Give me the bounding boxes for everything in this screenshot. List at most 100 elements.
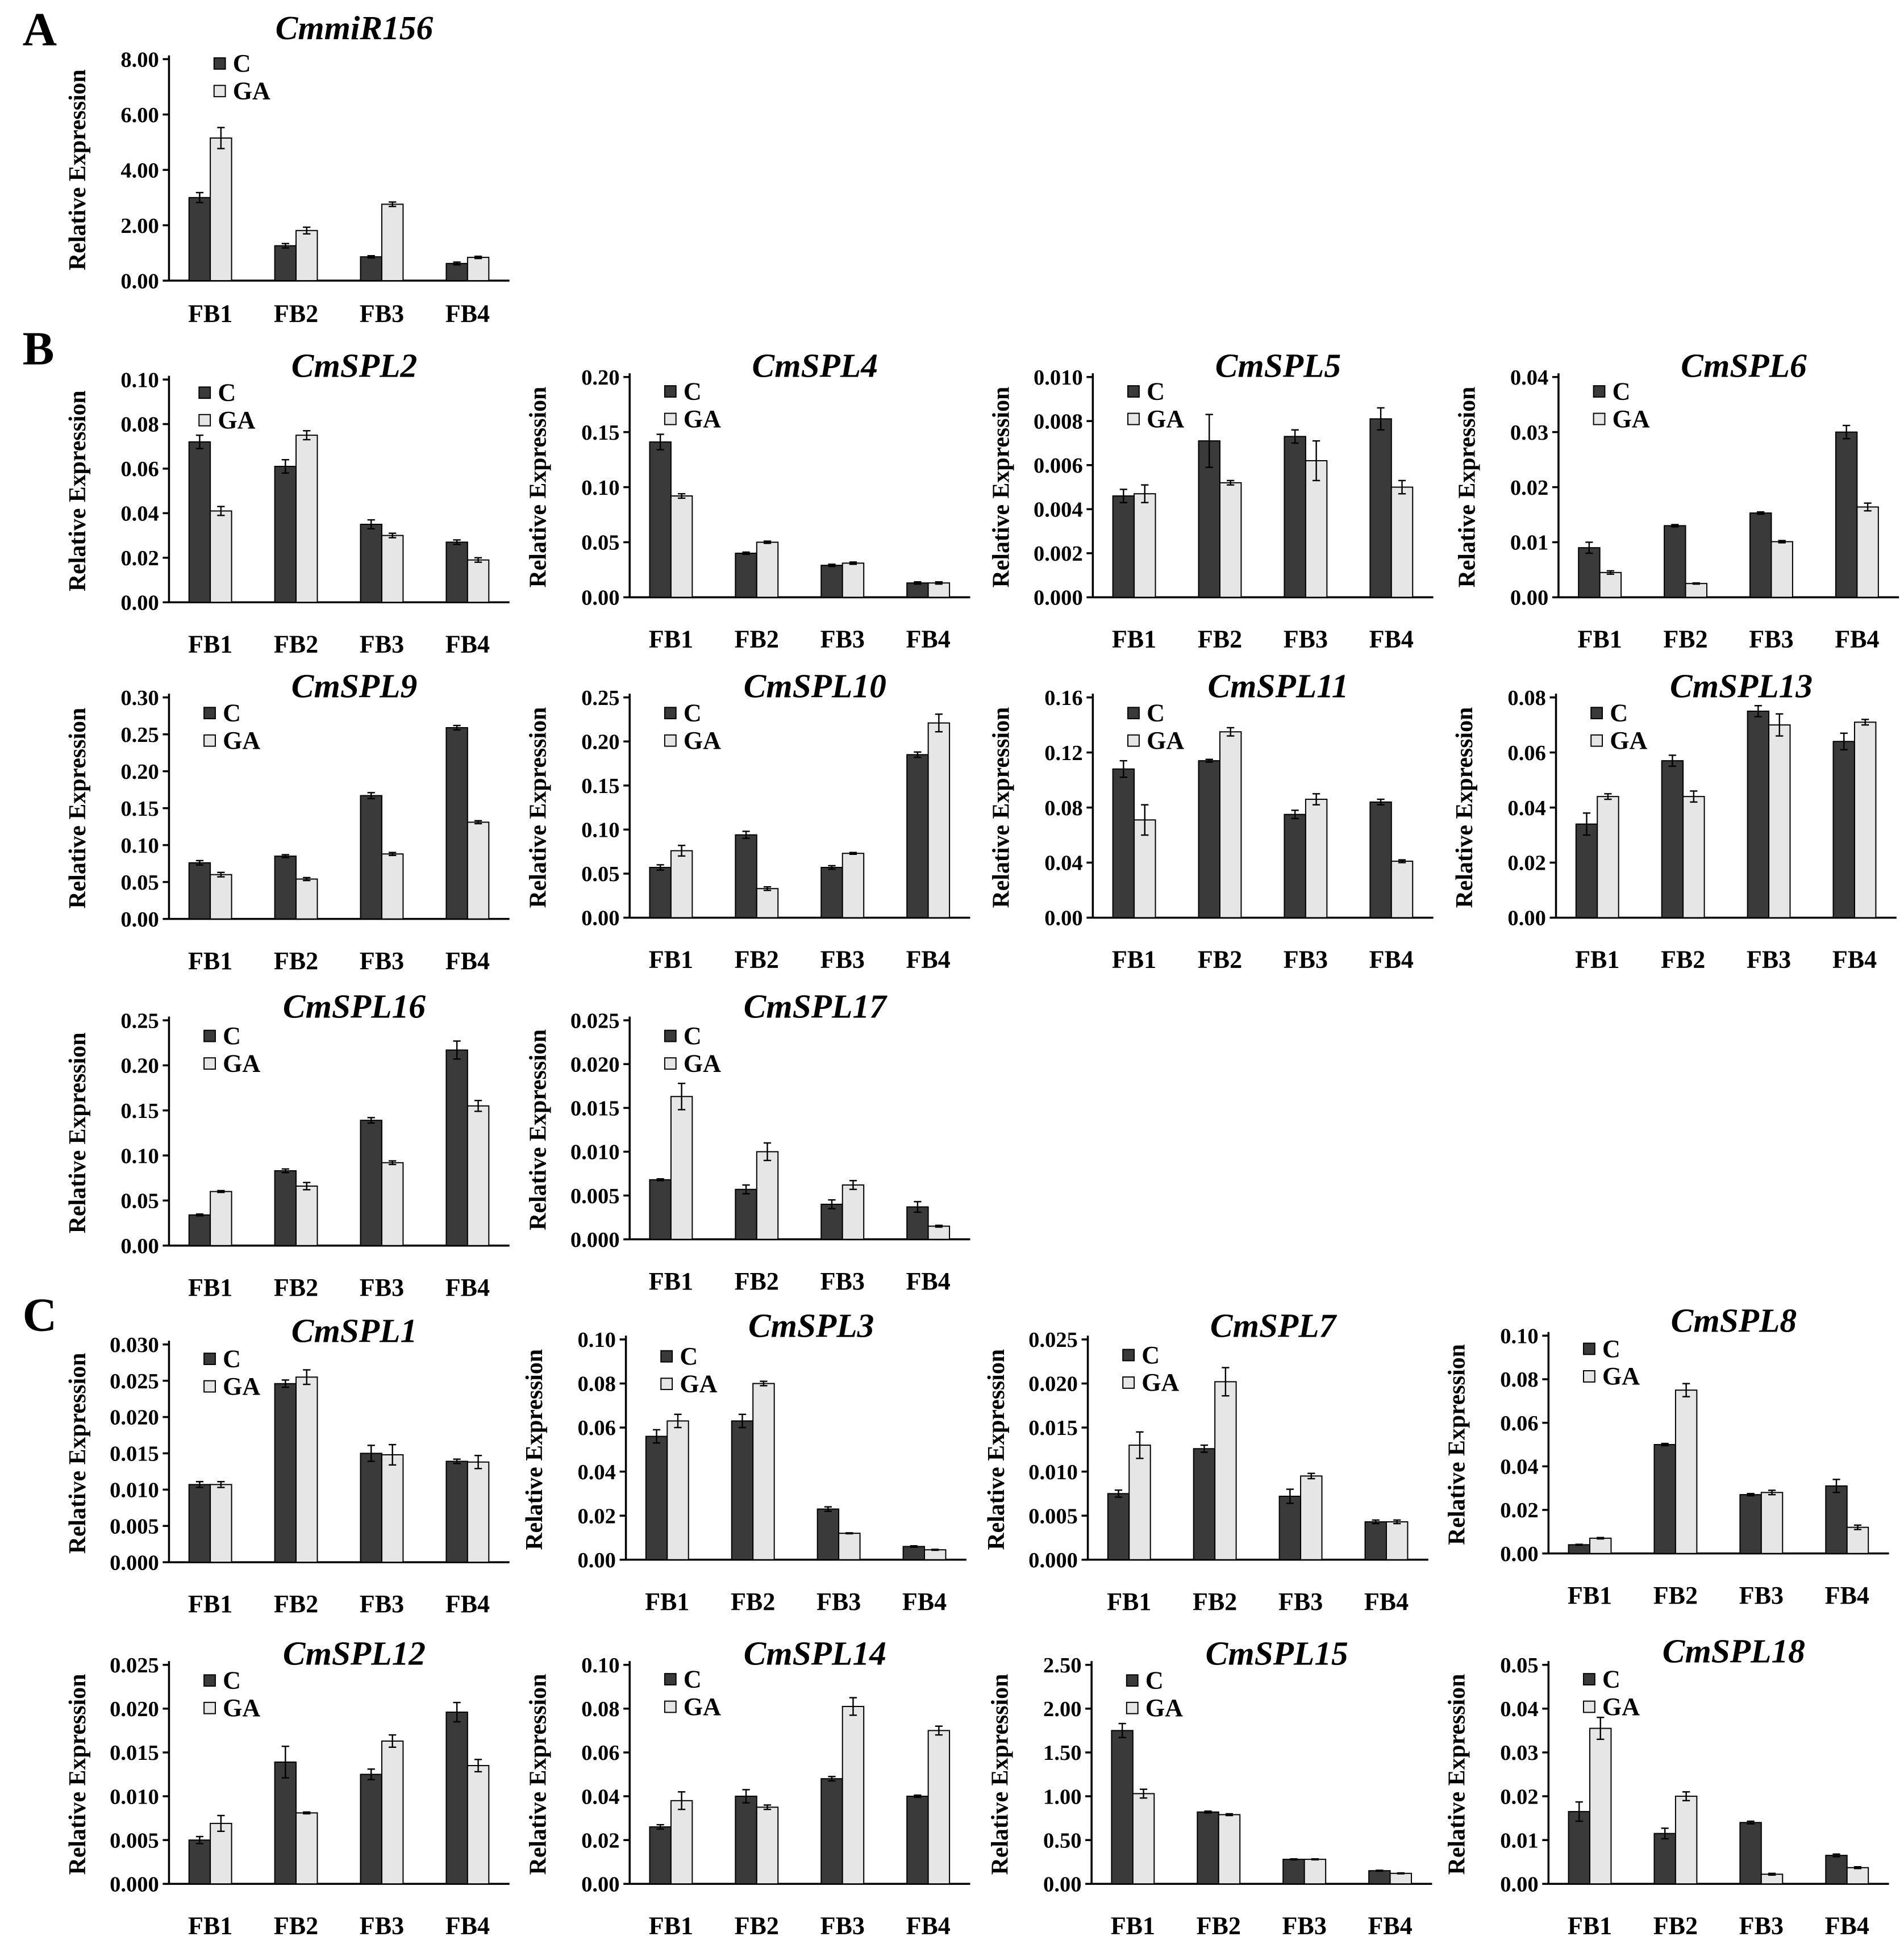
bar-c-fb1 [188,1484,211,1563]
y-tick-label: 0.06 [577,1416,615,1440]
x-category-label: FB2 [274,630,318,658]
x-category-label: FB3 [360,947,404,975]
bar-ga-fb1 [670,850,693,919]
bar-c-fb4 [445,1712,468,1885]
bar-c-fb3 [360,524,382,603]
bar-ga-fb3 [381,853,404,920]
error-bar-c-fb4 [1832,1479,1840,1493]
x-category-label: FB1 [1111,1912,1155,1939]
bar-ga-fb3 [1300,1475,1323,1560]
x-category-label: FB2 [1198,625,1242,653]
y-tick-label: 0.10 [1500,1325,1538,1349]
error-bar-ga-fb3 [389,1734,397,1748]
x-category-label: FB1 [649,946,693,974]
y-tick-label: 0.025 [1028,1328,1078,1352]
bar-c-fb2 [274,1761,297,1885]
bar-ga-fb1 [666,1420,689,1560]
legend-swatch-ga [1590,734,1603,747]
x-category-label: FB2 [274,1912,318,1939]
y-tick-label: 0.10 [581,1654,619,1677]
chart-cmspl12: CmSPL12 Relative Expression 0.000 0.005 0.01… [65,1635,510,1939]
bar-c-fb4 [1832,741,1855,919]
error-bar-c-fb3 [1291,809,1299,820]
bar-ga-fb4 [466,1105,490,1246]
y-tick-label: 0.16 [1044,686,1082,710]
chart-cmspl15: CmSPL15 Relative Expression 0.00 0.50 1.00 1.… [988,1635,1432,1939]
y-tick-label: 0.015 [570,1097,620,1121]
y-tick-label: 2.00 [1043,1697,1081,1721]
bar-c-fb1 [645,1435,668,1560]
y-tick-label: 0.25 [120,723,159,747]
error-bar-c-fb2 [281,1168,289,1174]
x-category-label: FB1 [188,1274,232,1301]
x-category-label: FB1 [188,1912,232,1939]
chart-title: CmSPL14 [744,1635,886,1672]
error-bar-ga-fb3 [849,1697,857,1716]
error-bar-ga-fb2 [763,1142,772,1162]
x-category-label: FB3 [1739,1581,1784,1609]
error-bar-ga-fb3 [389,201,397,207]
error-bar-c-fb3 [828,1776,836,1782]
y-tick-label: 0.025 [570,1009,620,1033]
error-bar-ga-fb2 [1227,727,1235,737]
y-tick-label: 0.04 [1500,1697,1538,1721]
legend-label-ga: GA [684,1693,721,1721]
bar-ga-fb2 [295,229,318,282]
bar-ga-fb4 [466,1461,490,1563]
bar-ga-fb3 [1305,799,1328,919]
y-tick-label: 0.02 [581,1829,619,1852]
error-bar-c-fb4 [1843,424,1851,440]
bar-ga-fb2 [1218,1814,1241,1885]
legend-label-ga: GA [218,406,255,434]
y-tick-label: 0.02 [1510,476,1548,500]
legend-label-ga: GA [1610,727,1647,754]
x-category-label: FB1 [1577,625,1622,653]
bar-ga-fb3 [1760,1492,1784,1554]
chart-title: CmSPL16 [283,988,426,1025]
error-bar-c-fb3 [1757,511,1765,515]
legend-swatch-ga [664,734,677,747]
error-bar-c-fb2 [1204,1810,1212,1814]
bar-c-fb1 [649,441,672,598]
legend-label-c: C [684,699,702,727]
bar-c-fb1 [1568,1544,1590,1554]
legend-swatch-ga [664,412,677,425]
bar-c-fb3 [1278,1496,1302,1560]
error-bar-ga-fb3 [1313,793,1320,806]
legend-label-ga: GA [223,1694,260,1722]
bar-ga-fb2 [756,1806,779,1885]
y-tick-label: 0.005 [1028,1504,1078,1528]
legend-label-c: C [1613,377,1631,405]
bar-ga-fb1 [1589,1537,1612,1554]
error-bar-c-fb3 [1754,705,1762,717]
y-tick-label: 0.005 [570,1184,620,1208]
bar-c-fb4 [1368,1870,1391,1885]
legend-swatch-ga [1583,1370,1595,1383]
bar-c-fb2 [1198,760,1220,919]
bar-ga-fb3 [838,1533,861,1560]
legend-label-c: C [1147,699,1165,727]
error-bar-ga-fb1 [217,1190,225,1194]
bar-c-fb4 [1835,431,1858,598]
y-axis-label: Relative Expression [65,390,91,591]
bar-c-fb3 [1284,813,1306,919]
x-category-label: FB2 [735,946,779,974]
error-bar-ga-fb2 [1692,582,1700,585]
error-bar-ga-fb4 [474,255,482,260]
legend-swatch-ga [1122,1376,1135,1389]
x-category-label: FB4 [1825,1912,1869,1939]
bar-c-fb3 [1749,512,1772,598]
y-tick-label: 0.03 [1510,421,1548,445]
bar-c-fb2 [735,834,757,919]
x-category-label: FB4 [445,300,490,328]
bar-c-fb3 [360,795,382,920]
bar-ga-fb2 [295,1376,318,1563]
y-tick-label: 0.15 [581,774,619,798]
error-bar-ga-fb1 [1597,1537,1605,1540]
y-tick-label: 0.00 [1510,586,1548,610]
legend-swatch-c [660,1350,673,1363]
y-tick-label: 0.15 [120,1099,159,1123]
x-category-label: FB3 [1747,946,1791,974]
y-tick-label: 0.08 [1507,686,1545,710]
error-bar-ga-fb3 [849,561,857,565]
